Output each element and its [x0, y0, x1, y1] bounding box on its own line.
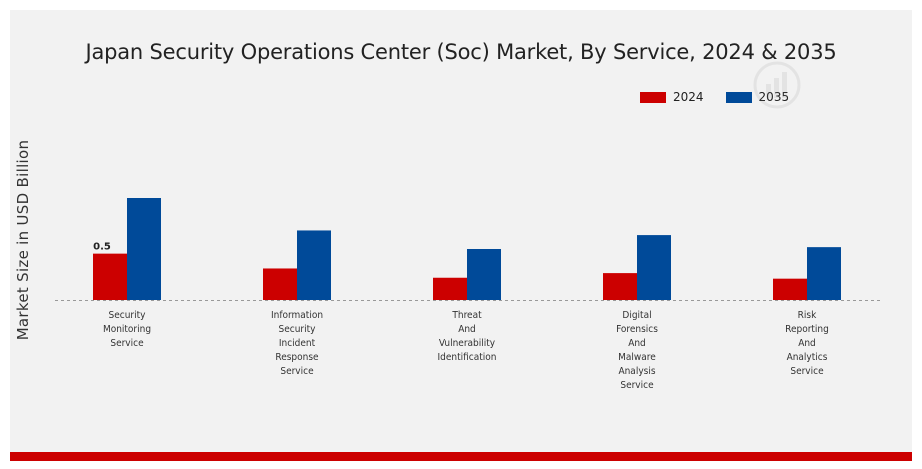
x-tick-label-3: Digital Forensics And Malware Analysis Servic…: [616, 310, 658, 391]
bar-2035-4: [807, 247, 841, 300]
x-tick-label-1: Information Security Incident Response Servi…: [271, 310, 323, 377]
legend-label-2035: 2035: [758, 90, 790, 104]
bar-2024-4: [773, 278, 807, 300]
bar-2024-2: [433, 277, 467, 300]
watermark-logo-icon: [753, 61, 801, 109]
data-label: 0.5: [93, 242, 111, 253]
legend-label-2024: 2024: [673, 90, 704, 104]
bar-2035-0: [127, 198, 161, 300]
legend: 2024 2035: [640, 90, 811, 104]
legend-item-2024: 2024: [640, 90, 704, 104]
legend-item-2035: 2035: [725, 90, 790, 104]
x-tick-label-4: Risk Reporting And Analytics Service: [785, 310, 829, 377]
legend-swatch-2024: [640, 91, 666, 103]
bar-2024-0: [93, 253, 127, 300]
bar-2024-1: [263, 268, 297, 300]
bar-2035-3: [637, 235, 671, 300]
accent-bar: [10, 452, 912, 461]
chart-title: Japan Security Operations Center (Soc) M…: [85, 40, 837, 64]
x-tick-label-2: Threat And Vulnerability Identification: [438, 310, 497, 363]
bar-2035-1: [297, 230, 331, 300]
bar-2024-3: [603, 273, 637, 300]
legend-swatch-2035: [725, 91, 752, 103]
x-tick-label-0: Security Monitoring Service: [103, 310, 151, 349]
bar-2035-2: [467, 249, 501, 300]
